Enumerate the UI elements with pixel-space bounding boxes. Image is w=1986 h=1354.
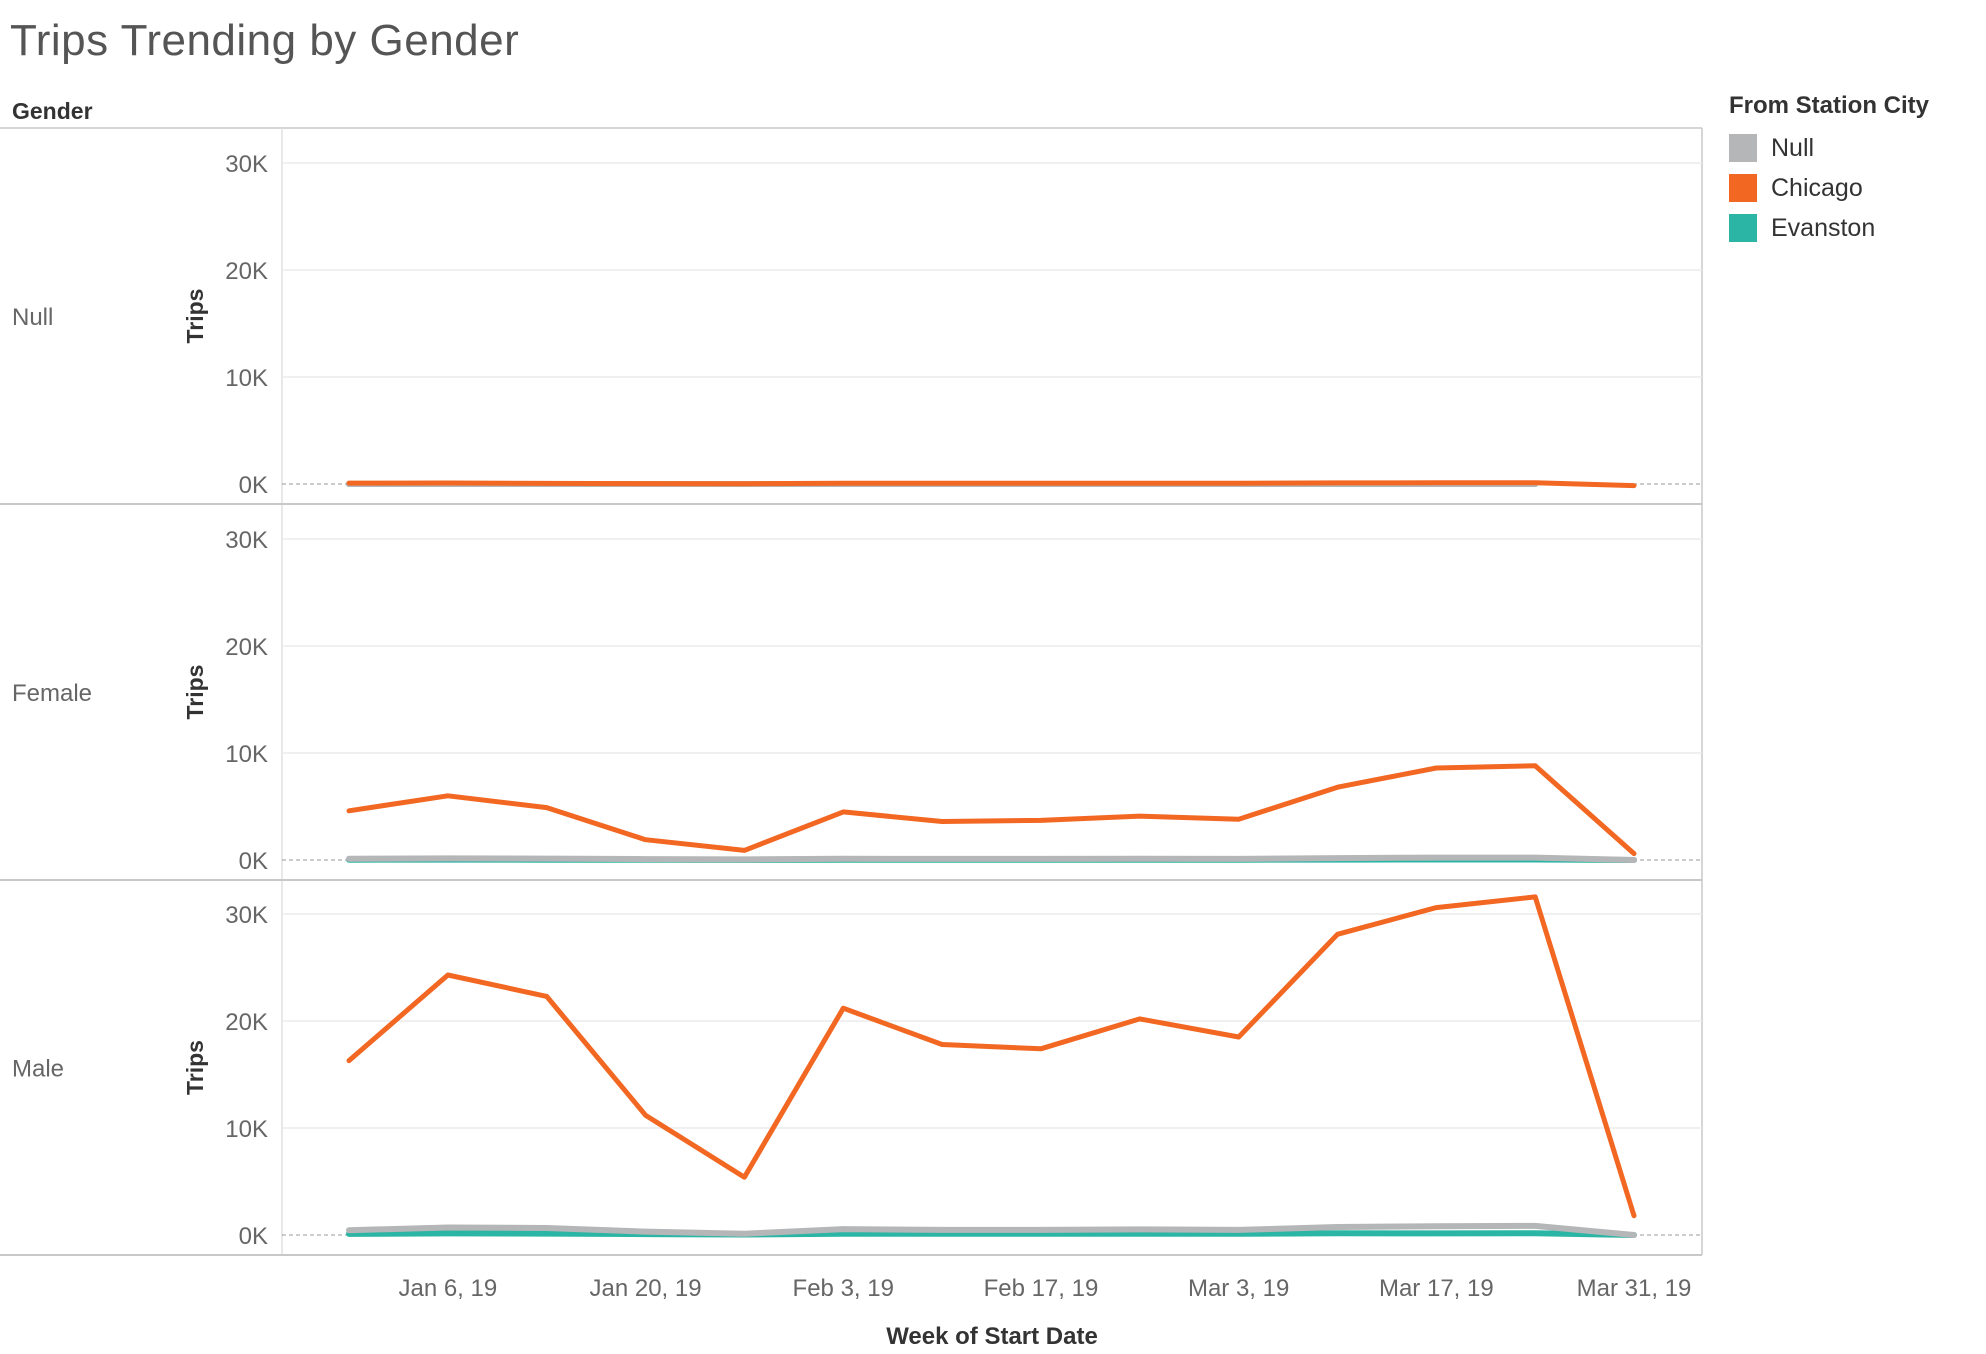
x-tick-label: Feb 17, 19 (984, 1275, 1099, 1302)
y-tick-label-male: 20K (225, 1009, 268, 1036)
x-tick-label: Mar 31, 19 (1577, 1275, 1692, 1302)
y-tick-label-null: 20K (225, 258, 268, 285)
legend-label-chicago: Chicago (1771, 173, 1863, 202)
legend-item-chicago[interactable]: Chicago (1729, 168, 1929, 208)
x-tick-label: Jan 6, 19 (398, 1275, 497, 1302)
y-tick-label-female: 30K (225, 527, 268, 554)
y-tick-label-null: 10K (225, 365, 268, 392)
y-axis-title-female: Trips (182, 665, 208, 720)
y-axis-title-male: Trips (182, 1040, 208, 1095)
row-label-female: Female (12, 680, 92, 707)
y-axis-title-null: Trips (182, 289, 208, 344)
legend-label-evanston: Evanston (1771, 213, 1876, 242)
y-tick-label-null: 0K (239, 472, 268, 499)
x-axis-title: Week of Start Date (886, 1323, 1098, 1350)
series-line-male-null (346, 1222, 1637, 1238)
series-line-null-chicago (346, 480, 1637, 489)
y-tick-label-female: 10K (225, 741, 268, 768)
series-line-female-chicago (346, 763, 1637, 857)
x-tick-label: Feb 3, 19 (793, 1275, 894, 1302)
y-tick-label-male: 10K (225, 1116, 268, 1143)
y-tick-label-female: 0K (239, 848, 268, 875)
legend-swatch-evanston (1729, 214, 1757, 242)
y-tick-label-null: 30K (225, 151, 268, 178)
y-tick-label-male: 0K (239, 1223, 268, 1250)
x-tick-label: Mar 17, 19 (1379, 1275, 1494, 1302)
y-tick-label-female: 20K (225, 634, 268, 661)
x-tick-label: Mar 3, 19 (1188, 1275, 1289, 1302)
series-line-female-null (346, 854, 1637, 863)
chart-title: Trips Trending by Gender (10, 16, 520, 65)
legend-title: From Station City (1729, 92, 1930, 119)
row-header-gender: Gender (12, 98, 93, 124)
y-tick-label-male: 30K (225, 902, 268, 929)
legend-label-null: Null (1771, 133, 1815, 162)
legend-swatch-chicago (1729, 174, 1757, 202)
legend-swatch-null (1729, 134, 1757, 162)
series-line-male-chicago (346, 894, 1637, 1219)
row-label-null: Null (12, 304, 53, 331)
legend: From Station City Null Chicago Evanston (1729, 92, 1929, 248)
legend-item-null[interactable]: Null (1729, 128, 1929, 168)
x-tick-label: Jan 20, 19 (590, 1275, 702, 1302)
series-line-male-evanston (346, 1230, 1637, 1238)
row-label-male: Male (12, 1056, 64, 1083)
legend-item-evanston[interactable]: Evanston (1729, 208, 1929, 248)
